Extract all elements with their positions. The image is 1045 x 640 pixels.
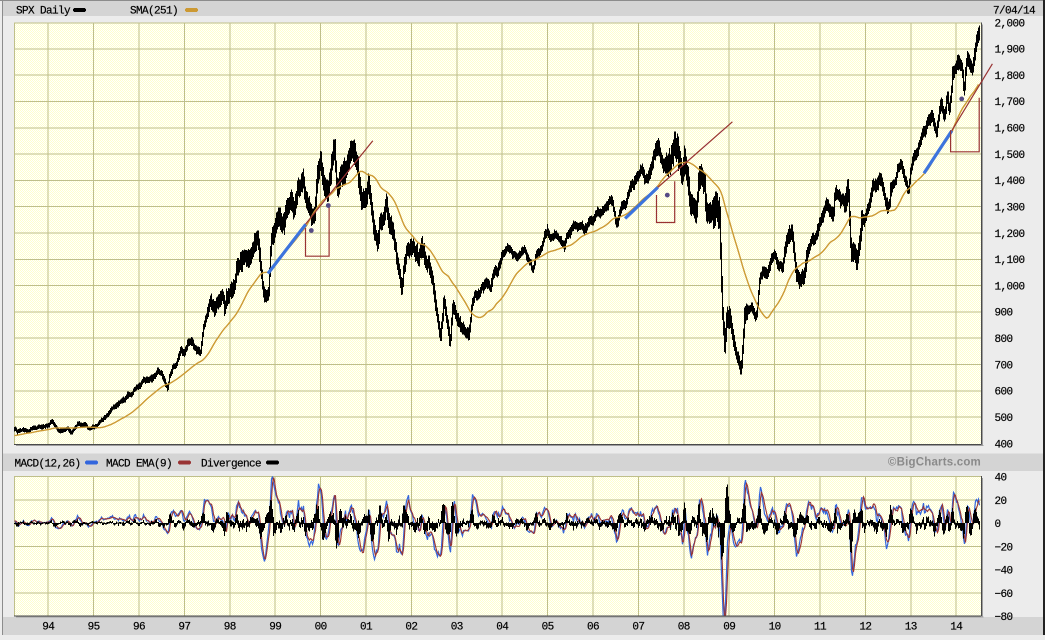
svg-text:MACD EMA(9): MACD EMA(9) [106, 459, 172, 471]
svg-text:−60: −60 [995, 589, 1013, 601]
svg-text:00: 00 [315, 622, 327, 634]
svg-text:98: 98 [224, 622, 236, 634]
svg-text:Divergence: Divergence [201, 459, 261, 471]
svg-text:97: 97 [178, 622, 190, 634]
svg-text:40: 40 [995, 473, 1007, 485]
svg-text:700: 700 [995, 360, 1013, 372]
svg-text:1,200: 1,200 [995, 229, 1025, 241]
svg-text:0: 0 [995, 519, 1001, 531]
svg-text:20: 20 [995, 496, 1007, 508]
svg-text:14: 14 [950, 622, 963, 634]
svg-text:1,500: 1,500 [995, 150, 1025, 162]
svg-text:1,800: 1,800 [995, 71, 1025, 83]
svg-text:7/04/14: 7/04/14 [993, 6, 1036, 18]
svg-text:08: 08 [678, 622, 690, 634]
svg-text:94: 94 [42, 622, 55, 634]
svg-text:1,000: 1,000 [995, 281, 1025, 293]
svg-text:500: 500 [995, 413, 1013, 425]
svg-text:10: 10 [769, 622, 781, 634]
svg-text:SMA(251): SMA(251) [130, 6, 178, 18]
svg-text:MACD(12,26): MACD(12,26) [15, 459, 81, 471]
svg-text:400: 400 [995, 439, 1013, 451]
svg-text:SPX Daily: SPX Daily [16, 6, 71, 18]
svg-text:−40: −40 [995, 566, 1013, 578]
svg-text:©BigCharts.com: ©BigCharts.com [888, 457, 981, 469]
svg-text:04: 04 [496, 622, 509, 634]
svg-text:07: 07 [632, 622, 644, 634]
svg-text:600: 600 [995, 387, 1013, 399]
svg-text:1,700: 1,700 [995, 97, 1025, 109]
svg-text:03: 03 [451, 622, 463, 634]
svg-text:01: 01 [360, 622, 373, 634]
svg-text:−20: −20 [995, 542, 1013, 554]
svg-text:1,100: 1,100 [995, 255, 1025, 267]
svg-text:99: 99 [269, 622, 281, 634]
svg-text:900: 900 [995, 308, 1013, 320]
svg-text:2,000: 2,000 [995, 18, 1025, 30]
svg-text:09: 09 [723, 622, 735, 634]
svg-text:1,400: 1,400 [995, 176, 1025, 188]
svg-text:96: 96 [133, 622, 145, 634]
svg-text:06: 06 [587, 622, 599, 634]
svg-text:−80: −80 [995, 612, 1013, 624]
svg-text:02: 02 [405, 622, 417, 634]
svg-text:05: 05 [542, 622, 554, 634]
svg-text:800: 800 [995, 334, 1013, 346]
svg-text:11: 11 [814, 622, 827, 634]
svg-text:13: 13 [905, 622, 917, 634]
svg-text:1,600: 1,600 [995, 124, 1025, 136]
svg-text:1,300: 1,300 [995, 202, 1025, 214]
svg-text:1,900: 1,900 [995, 45, 1025, 57]
svg-text:12: 12 [859, 622, 871, 634]
svg-text:95: 95 [88, 622, 100, 634]
